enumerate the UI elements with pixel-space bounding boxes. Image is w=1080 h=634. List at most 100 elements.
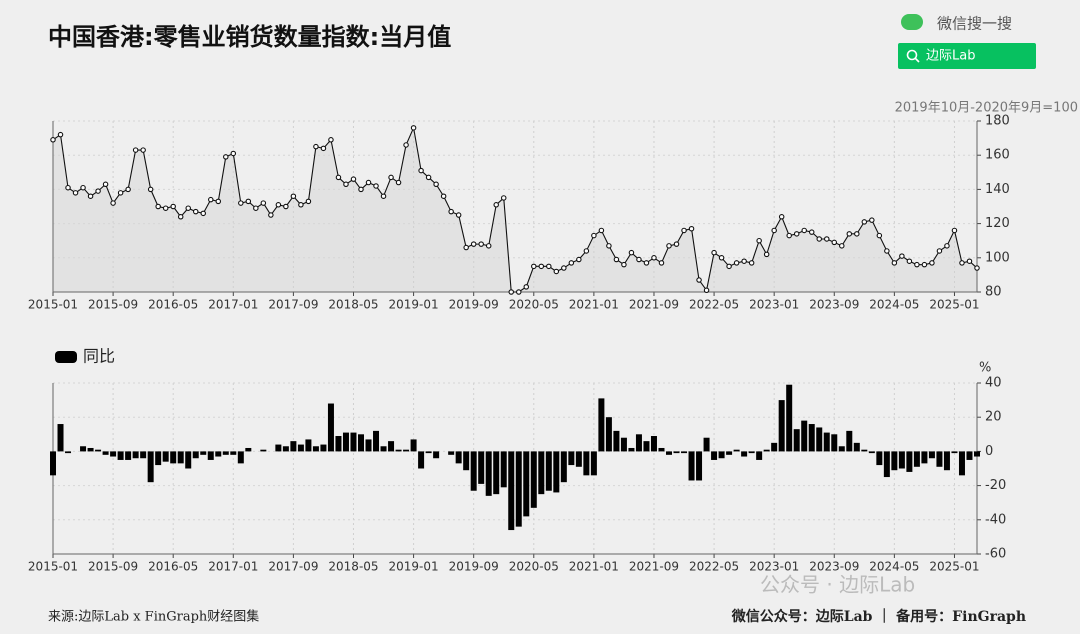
bar bbox=[500, 451, 507, 488]
point bbox=[966, 258, 973, 264]
bar bbox=[448, 451, 455, 455]
point bbox=[583, 248, 590, 254]
bar bbox=[493, 451, 500, 495]
bar bbox=[245, 447, 252, 452]
bar bbox=[771, 442, 778, 452]
point bbox=[410, 125, 417, 131]
bar bbox=[635, 434, 642, 452]
x-tick-label: 2020-05 bbox=[509, 560, 559, 574]
y-tick-label: -40 bbox=[985, 512, 1006, 527]
x-tick-label: 2023-09 bbox=[809, 298, 859, 312]
x-tick-label: 2025-01 bbox=[929, 560, 979, 574]
point bbox=[651, 255, 657, 261]
point bbox=[260, 200, 267, 206]
point bbox=[936, 248, 943, 254]
x-tick-label: 2015-01 bbox=[28, 298, 78, 312]
point bbox=[162, 205, 169, 211]
point bbox=[155, 203, 161, 210]
bar bbox=[778, 400, 785, 452]
point bbox=[463, 244, 469, 251]
bar bbox=[613, 430, 620, 452]
bar bbox=[418, 451, 425, 469]
y-tick-label: 140 bbox=[985, 182, 1010, 197]
point bbox=[192, 208, 199, 215]
bar bbox=[688, 451, 695, 481]
legend-swatch bbox=[55, 351, 77, 363]
x-tick-label: 2022-05 bbox=[689, 298, 739, 312]
bar bbox=[508, 451, 515, 531]
point bbox=[433, 181, 439, 188]
bar bbox=[741, 451, 748, 457]
point bbox=[666, 243, 672, 249]
bar bbox=[966, 451, 973, 460]
y-tick-label: 40 bbox=[985, 376, 1002, 391]
point bbox=[185, 205, 191, 211]
point bbox=[899, 253, 905, 259]
bar bbox=[140, 451, 147, 459]
search-box[interactable] bbox=[898, 43, 1036, 69]
point bbox=[132, 147, 139, 153]
point bbox=[816, 236, 822, 242]
point bbox=[305, 198, 312, 205]
search-label: 微信搜一搜 bbox=[937, 15, 1012, 33]
bar bbox=[943, 451, 950, 471]
point bbox=[177, 214, 184, 220]
bar bbox=[801, 420, 808, 452]
point bbox=[568, 260, 575, 266]
bar bbox=[958, 451, 965, 476]
point bbox=[95, 188, 101, 194]
bar bbox=[95, 449, 102, 452]
point bbox=[546, 263, 552, 270]
bar bbox=[80, 446, 87, 452]
y-tick-label: 80 bbox=[985, 285, 1002, 300]
bar bbox=[455, 451, 462, 464]
bar bbox=[463, 451, 470, 471]
point bbox=[283, 203, 289, 210]
bar bbox=[147, 451, 154, 483]
bar bbox=[748, 451, 755, 454]
point bbox=[884, 248, 890, 254]
bar bbox=[876, 451, 883, 466]
point bbox=[553, 268, 560, 275]
bar bbox=[620, 437, 627, 452]
bar bbox=[590, 451, 597, 476]
chart-title: 中国香港:零售业销货数量指数:当月值 bbox=[48, 23, 451, 51]
bar bbox=[110, 451, 117, 457]
bar bbox=[260, 449, 267, 452]
point bbox=[658, 260, 665, 266]
point bbox=[621, 261, 627, 268]
point bbox=[703, 287, 710, 294]
point bbox=[298, 202, 304, 208]
point bbox=[718, 255, 725, 261]
point bbox=[80, 184, 86, 191]
bar bbox=[312, 446, 319, 452]
y-tick-label: 180 bbox=[985, 114, 1010, 129]
point bbox=[778, 214, 785, 220]
x-tick-label: 2019-01 bbox=[389, 298, 439, 312]
point bbox=[380, 193, 387, 199]
bar bbox=[282, 446, 289, 452]
bar bbox=[335, 436, 342, 452]
x-tick-label: 2022-05 bbox=[689, 560, 739, 574]
x-tick-label: 2017-09 bbox=[268, 298, 318, 312]
x-tick-label: 2023-09 bbox=[809, 560, 859, 574]
bar bbox=[951, 451, 958, 454]
x-tick-label: 2019-09 bbox=[449, 560, 499, 574]
bar bbox=[823, 432, 830, 452]
point bbox=[223, 154, 229, 160]
bar bbox=[831, 434, 838, 452]
bar bbox=[358, 434, 364, 452]
x-tick-label: 2024-05 bbox=[869, 298, 919, 312]
bar bbox=[57, 424, 64, 452]
point bbox=[268, 212, 274, 218]
point bbox=[944, 243, 950, 249]
x-tick-label: 2017-09 bbox=[268, 560, 318, 574]
bar bbox=[575, 451, 582, 467]
bar bbox=[515, 451, 522, 527]
point bbox=[320, 145, 327, 152]
point bbox=[854, 231, 860, 237]
search-text[interactable]: 边际Lab bbox=[926, 49, 975, 64]
point bbox=[771, 227, 777, 234]
bar bbox=[485, 451, 492, 496]
bar bbox=[808, 424, 815, 452]
